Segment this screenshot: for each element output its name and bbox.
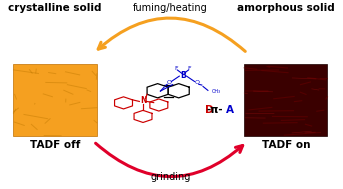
Text: F: F — [175, 66, 178, 71]
Text: B: B — [180, 70, 186, 80]
Text: fuming/heating: fuming/heating — [133, 3, 208, 13]
Text: -π-: -π- — [207, 105, 224, 115]
Text: F: F — [188, 66, 191, 71]
Text: N: N — [140, 96, 146, 105]
Text: TADF off: TADF off — [30, 139, 80, 149]
Text: D: D — [205, 105, 214, 115]
Bar — [13, 64, 97, 136]
Text: O: O — [166, 80, 172, 85]
Text: grinding: grinding — [150, 172, 191, 182]
Text: amorphous solid: amorphous solid — [237, 3, 335, 13]
Bar — [244, 64, 328, 136]
Text: CH₃: CH₃ — [212, 89, 221, 94]
Text: O: O — [194, 80, 199, 85]
Text: crystalline solid: crystalline solid — [8, 3, 102, 13]
Text: TADF on: TADF on — [262, 139, 310, 149]
Text: A: A — [226, 105, 234, 115]
